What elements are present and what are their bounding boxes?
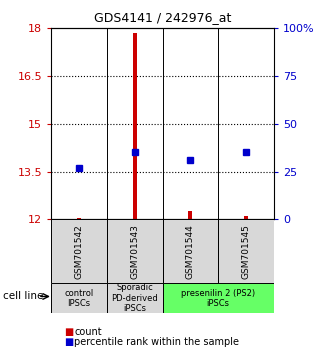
Bar: [188, 211, 192, 219]
Text: control
IPSCs: control IPSCs: [64, 289, 94, 308]
Bar: [51, 219, 107, 283]
Title: GDS4141 / 242976_at: GDS4141 / 242976_at: [94, 11, 231, 24]
Bar: [107, 283, 162, 313]
Bar: [51, 283, 107, 313]
Bar: [162, 219, 218, 283]
Text: GSM701543: GSM701543: [130, 224, 139, 279]
Bar: [162, 283, 274, 313]
Text: GSM701545: GSM701545: [242, 224, 250, 279]
Text: GSM701544: GSM701544: [186, 224, 195, 279]
Text: presenilin 2 (PS2)
iPSCs: presenilin 2 (PS2) iPSCs: [181, 289, 255, 308]
Text: Sporadic
PD-derived
iPSCs: Sporadic PD-derived iPSCs: [111, 283, 158, 313]
Text: count: count: [74, 327, 102, 337]
Text: cell line: cell line: [3, 291, 44, 302]
Bar: [244, 216, 248, 219]
Text: ■: ■: [64, 327, 74, 337]
Bar: [133, 33, 137, 219]
Bar: [77, 218, 81, 219]
Text: percentile rank within the sample: percentile rank within the sample: [74, 337, 239, 347]
Bar: [107, 219, 162, 283]
Bar: [218, 219, 274, 283]
Text: GSM701542: GSM701542: [75, 224, 83, 279]
Text: ■: ■: [64, 337, 74, 347]
